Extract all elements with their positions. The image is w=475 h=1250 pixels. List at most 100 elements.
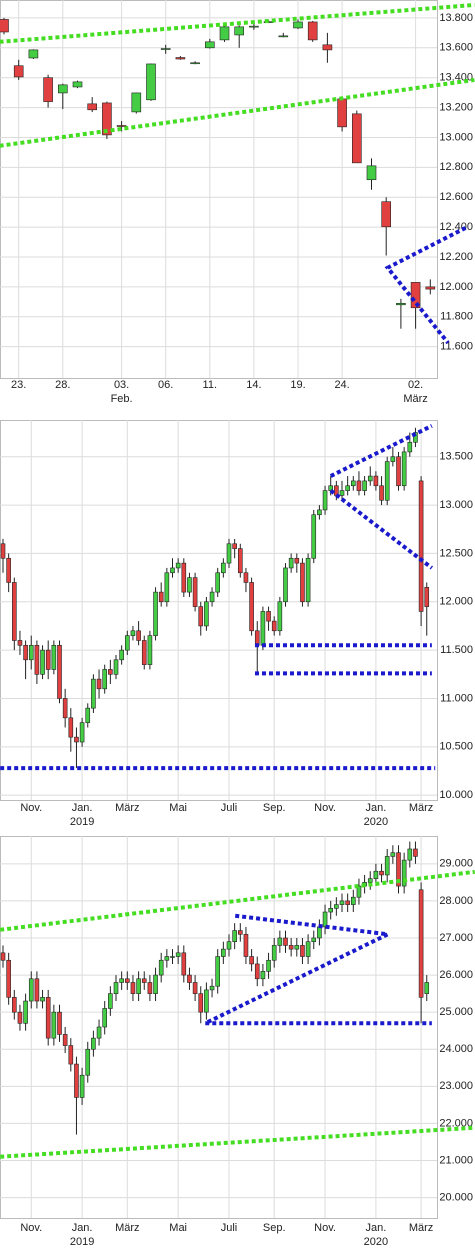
candle-body <box>102 669 107 690</box>
candle-body <box>209 591 215 603</box>
x-sublabel: 2020 <box>364 1236 388 1248</box>
candle-body <box>249 956 254 965</box>
candle-body <box>147 982 153 994</box>
y-tick-label: 11.600 <box>440 341 473 353</box>
candle-body <box>322 911 328 928</box>
candle-body <box>243 933 249 957</box>
candle-body <box>40 997 45 1002</box>
candle-body <box>131 92 142 113</box>
candle-body <box>234 26 244 36</box>
y-tick-label: 13.600 <box>439 42 473 54</box>
candle-body <box>305 557 311 603</box>
candle-body <box>130 630 136 636</box>
candle-body <box>0 543 6 559</box>
y-tick-label: 25.000 <box>439 1006 473 1018</box>
candle-body <box>108 669 113 675</box>
candle-body <box>300 562 305 603</box>
candle-body <box>187 577 192 593</box>
candle-body <box>141 978 147 983</box>
candle-body <box>91 1037 96 1050</box>
x-tick-label: März <box>409 1222 433 1234</box>
candle-body <box>158 959 164 976</box>
candle-body <box>136 630 141 641</box>
candle-body <box>277 937 283 946</box>
candle-body <box>379 485 384 501</box>
candle-body <box>125 635 130 651</box>
candle-body <box>283 567 288 603</box>
x-tick-label: Nov. <box>20 802 42 814</box>
x-sublabel: März <box>403 393 427 405</box>
candle-body <box>62 1034 68 1046</box>
candle-body <box>232 543 237 549</box>
candle-body <box>85 707 91 723</box>
candle-body <box>102 102 112 136</box>
candle-body <box>190 62 200 65</box>
candle-body <box>6 959 11 998</box>
candle-body <box>311 937 317 942</box>
candle-body <box>366 165 377 181</box>
trend-line <box>329 424 433 478</box>
x-tick-label: 06. <box>158 379 173 391</box>
trend-line <box>0 2 475 44</box>
candle-body <box>277 601 283 632</box>
candle-body <box>68 717 74 738</box>
candle-body <box>238 548 243 574</box>
candle-body <box>198 993 204 1013</box>
x-tick-label: Jan. <box>72 802 93 814</box>
x-tick-label: 28. <box>55 379 70 391</box>
candle-body <box>266 959 271 972</box>
candle-body <box>34 978 40 1002</box>
candle-body <box>219 26 230 41</box>
candle-body <box>322 490 328 511</box>
candle-body <box>305 941 311 957</box>
x-tick-label: Sep. <box>263 802 286 814</box>
candle-body <box>181 562 187 593</box>
y-tick-label: 24.000 <box>439 1043 473 1055</box>
candle-body <box>271 620 277 632</box>
y-tick-label: 13.000 <box>439 499 473 511</box>
x-tick-label: Sep. <box>263 1222 286 1234</box>
candle-body <box>57 644 62 699</box>
candle-body <box>91 678 96 709</box>
candle-body <box>6 557 11 583</box>
y-tick-label: 21.000 <box>439 1154 473 1166</box>
x-tick-label: Nov. <box>314 1222 336 1234</box>
candle-body <box>249 25 259 28</box>
candle-body <box>116 125 127 127</box>
candle-body <box>57 1011 62 1035</box>
candle-body <box>181 952 187 976</box>
candle-body <box>350 480 356 487</box>
candle-body <box>72 81 83 88</box>
candle-body <box>424 982 430 994</box>
candle-body <box>0 952 6 961</box>
candle-body <box>356 480 362 491</box>
candle-body <box>401 451 407 487</box>
candle-body <box>221 948 226 957</box>
candle-body <box>113 982 119 994</box>
x-tick-label: Nov. <box>20 1222 42 1234</box>
x-tick-label: Mai <box>169 1222 187 1234</box>
candle-body <box>108 993 113 1009</box>
candle-body <box>317 926 322 939</box>
candle-body <box>175 562 181 569</box>
candle-body <box>254 963 260 980</box>
candle-body <box>350 896 356 905</box>
candle-body <box>205 41 215 49</box>
candle-body <box>96 1026 102 1039</box>
x-tick-label: Nov. <box>314 802 336 814</box>
candle-body <box>362 480 367 491</box>
candle-body <box>102 1008 107 1028</box>
y-tick-label: 12.200 <box>439 251 473 263</box>
y-tick-label: 13.500 <box>439 451 473 463</box>
candle-body <box>51 644 57 670</box>
candle-body <box>215 572 220 593</box>
trend-line <box>0 1125 475 1159</box>
candle-body <box>130 982 136 994</box>
trend-line <box>0 869 475 932</box>
candle-body <box>125 978 130 983</box>
candle-body <box>28 644 34 661</box>
x-tick-label: 24. <box>334 379 349 391</box>
candle-body <box>288 557 294 569</box>
x-tick-label: 23. <box>11 379 26 391</box>
